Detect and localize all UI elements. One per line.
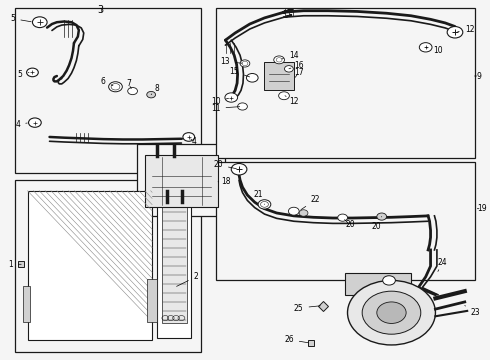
Bar <box>15 180 201 352</box>
Text: 1: 1 <box>8 260 21 269</box>
Text: 20: 20 <box>213 161 236 170</box>
Bar <box>162 202 187 323</box>
Bar <box>147 279 157 321</box>
Circle shape <box>447 27 463 38</box>
Text: 16: 16 <box>289 61 303 70</box>
Text: 4: 4 <box>191 137 196 146</box>
Text: 15: 15 <box>229 67 249 77</box>
Text: 24: 24 <box>438 258 447 271</box>
Bar <box>23 286 30 321</box>
Text: 10: 10 <box>211 97 228 106</box>
Text: 14: 14 <box>282 51 298 60</box>
Text: 22: 22 <box>301 195 320 210</box>
Circle shape <box>419 42 432 52</box>
Text: 20: 20 <box>371 217 382 231</box>
Text: 19: 19 <box>477 204 487 213</box>
Text: 9: 9 <box>474 72 482 81</box>
Text: 5: 5 <box>18 71 29 80</box>
Bar <box>15 8 201 173</box>
Circle shape <box>347 280 436 345</box>
Text: 12: 12 <box>458 25 474 34</box>
Circle shape <box>128 87 138 95</box>
Bar <box>27 191 152 339</box>
Text: 21: 21 <box>254 190 265 204</box>
Text: 13: 13 <box>220 57 242 66</box>
Text: 4: 4 <box>15 120 27 129</box>
Text: 11: 11 <box>211 104 240 113</box>
Circle shape <box>362 291 421 334</box>
Circle shape <box>147 91 155 98</box>
Text: 18: 18 <box>218 177 231 186</box>
Bar <box>138 144 225 216</box>
Circle shape <box>289 207 299 215</box>
Text: 25: 25 <box>294 303 320 312</box>
Text: 3: 3 <box>98 5 104 15</box>
Text: 6: 6 <box>101 77 113 86</box>
Circle shape <box>225 93 238 102</box>
Circle shape <box>258 200 271 209</box>
Text: 23: 23 <box>465 306 480 317</box>
Text: 12: 12 <box>285 96 298 105</box>
Text: 20: 20 <box>344 220 355 229</box>
Circle shape <box>377 302 406 323</box>
Text: 2: 2 <box>176 272 198 286</box>
Circle shape <box>383 276 395 285</box>
Text: 10: 10 <box>426 46 442 55</box>
Text: 8: 8 <box>151 84 159 95</box>
Bar <box>216 162 474 280</box>
Circle shape <box>231 163 247 175</box>
Circle shape <box>246 73 258 82</box>
Circle shape <box>274 56 285 64</box>
Circle shape <box>238 103 247 110</box>
Circle shape <box>338 214 347 221</box>
Text: 5: 5 <box>10 14 31 23</box>
Bar <box>345 273 411 295</box>
Circle shape <box>32 17 47 28</box>
Text: 17: 17 <box>294 68 303 77</box>
Circle shape <box>109 82 122 92</box>
Circle shape <box>299 210 308 216</box>
Bar <box>145 155 218 207</box>
Circle shape <box>285 66 294 72</box>
Circle shape <box>183 133 195 141</box>
Circle shape <box>240 60 250 67</box>
Bar <box>265 62 294 90</box>
Bar <box>216 8 474 158</box>
Circle shape <box>377 213 387 220</box>
Circle shape <box>279 92 290 100</box>
Circle shape <box>28 118 41 127</box>
Text: 7: 7 <box>126 80 131 89</box>
Bar <box>157 194 191 338</box>
Circle shape <box>26 68 38 77</box>
Text: 26: 26 <box>284 335 308 344</box>
